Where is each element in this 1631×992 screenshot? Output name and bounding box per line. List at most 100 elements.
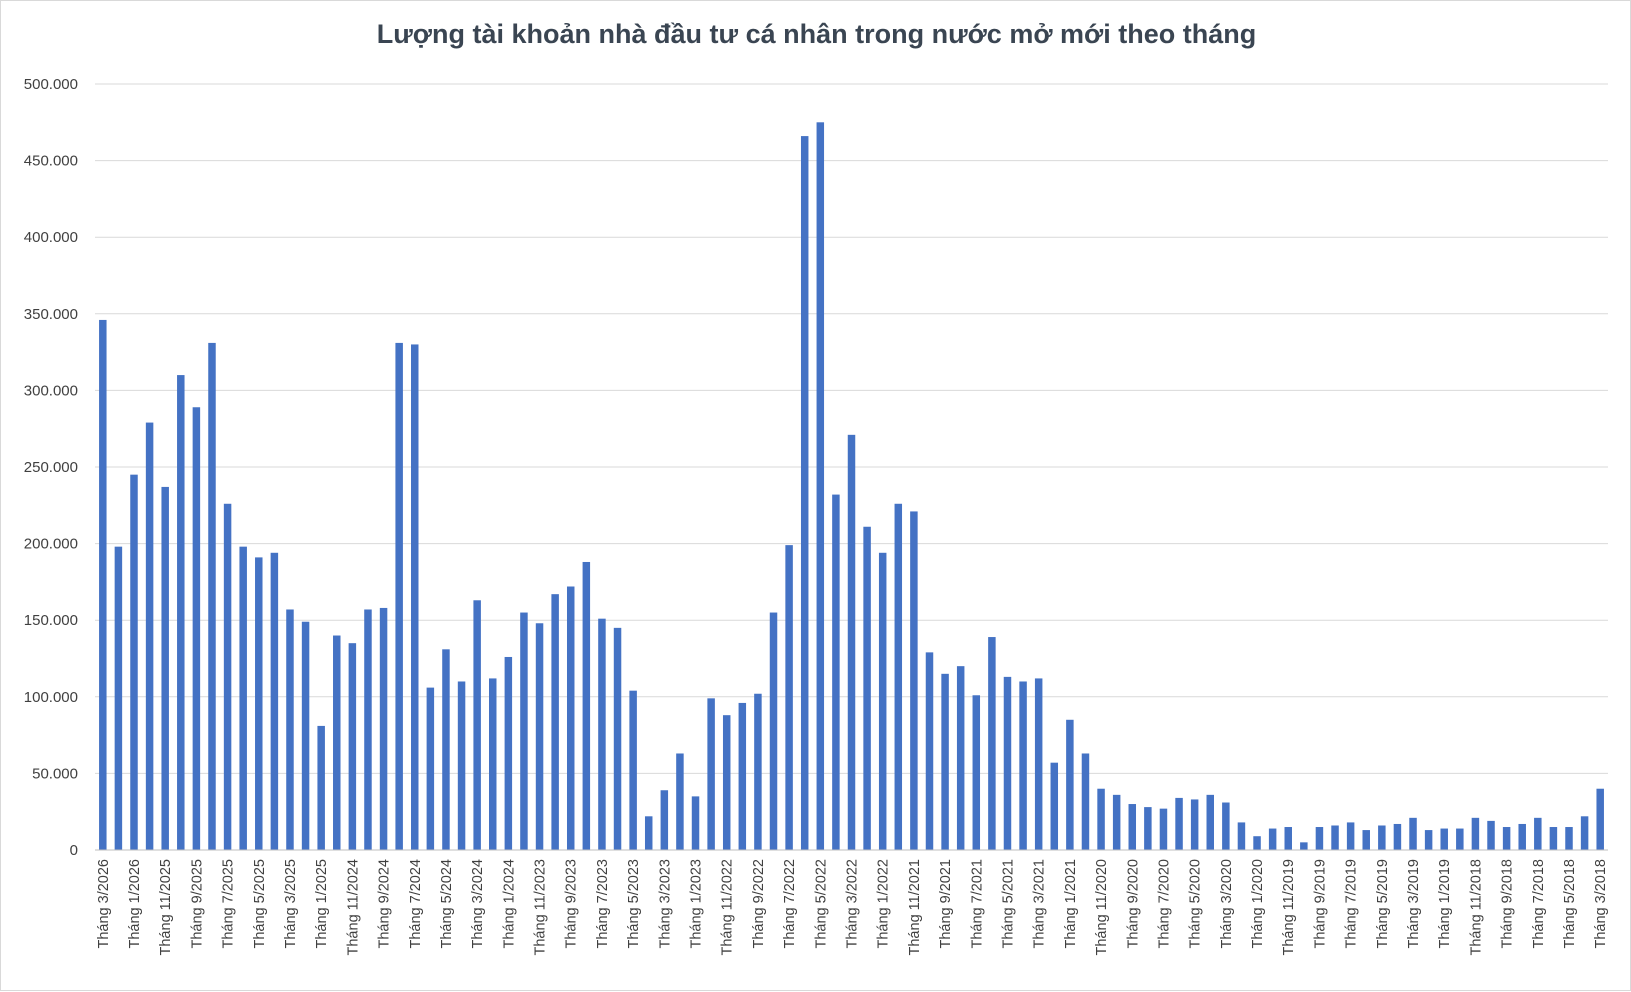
bar: Tháng 5/2022 [816, 122, 825, 851]
bar: Tháng 2/2024 [489, 678, 497, 850]
bar: Tháng 2/2022 [863, 526, 871, 850]
x-category-label: Tháng 5/2021 [1000, 859, 1016, 949]
x-category-label: Tháng 9/2018 [1500, 859, 1516, 949]
x-category-label: Tháng 7/2018 [1531, 859, 1547, 949]
bar: Tháng 7/2020 [1159, 808, 1168, 850]
bar: Tháng 7/2018 [1534, 817, 1542, 850]
y-axis-tick-labels: 0 50.000 100.000 150.000 200.000 250.000 300.0… [24, 76, 78, 859]
bar: Tháng 2/2019 [1424, 830, 1433, 850]
x-category-label: Tháng 9/2023 [564, 859, 580, 949]
x-category-label: Tháng 5/2024 [439, 859, 455, 949]
y-tick-label: 100.000 [24, 689, 78, 706]
y-tick-label: 50.000 [32, 765, 78, 782]
bars: Tháng 3/2026 Tháng 2/2026 Tháng 1/2026 Thán… [99, 122, 1604, 851]
x-category-label: Tháng 3/2020 [1219, 859, 1235, 949]
bar: Tháng 5/2021 [1003, 676, 1012, 850]
bar: Tháng 4/2020 [1206, 794, 1214, 850]
y-tick-label: 400.000 [24, 229, 78, 246]
x-category-label: Tháng 3/2021 [1032, 859, 1048, 949]
bar: Tháng 4/2023 [644, 816, 653, 850]
y-tick-label: 250.000 [24, 459, 78, 476]
bar: Tháng 6/2022 [800, 136, 809, 851]
x-category-label: Tháng 1/2025 [314, 859, 330, 949]
x-category-label: Tháng 9/2024 [377, 859, 393, 949]
x-category-label: Tháng 3/2018 [1593, 859, 1609, 949]
y-tick-label: 200.000 [24, 536, 78, 553]
bar: Tháng 7/2023 [598, 618, 606, 850]
bar: Tháng 10/2022 [738, 702, 747, 850]
bar: Tháng 9/2024 [379, 607, 388, 850]
x-category-label: Tháng 11/2024 [345, 859, 361, 955]
bar: Tháng 11/2021 [910, 511, 918, 850]
x-category-label: Tháng 3/2026 [96, 859, 112, 949]
bar: Tháng 9/2023 [566, 586, 575, 850]
bar: Tháng 11/2020 [1097, 788, 1105, 850]
bar: Tháng 1/2020 [1253, 836, 1261, 850]
y-tick-label: 300.000 [24, 382, 78, 399]
bar: Tháng 1/2021 [1066, 719, 1074, 850]
x-category-label: Tháng 9/2022 [751, 859, 767, 949]
bar: Tháng 1/2026 [130, 474, 138, 850]
bar: Tháng 11/2025 [161, 486, 169, 850]
bar: Tháng 3/2023 [660, 790, 669, 850]
x-category-label: Tháng 7/2020 [1156, 859, 1172, 949]
bar: Tháng 1/2024 [504, 656, 513, 850]
x-category-label: Tháng 11/2018 [1468, 859, 1484, 955]
bar: Tháng 7/2025 [223, 503, 232, 850]
bar: Tháng 2/2020 [1237, 822, 1246, 850]
x-axis-category-labels: Tháng 3/2026 Tháng 1/2026 Tháng 11/2025 Thá… [96, 859, 1609, 955]
bar: Tháng 8/2024 [395, 342, 403, 850]
bar: Tháng 8/2023 [582, 561, 591, 850]
x-category-label: Tháng 11/2019 [1281, 859, 1297, 955]
bar: Tháng 6/2023 [613, 627, 622, 850]
bar: Tháng 7/2024 [411, 344, 419, 850]
bar: Tháng 10/2018 [1487, 820, 1495, 850]
x-category-label: Tháng 7/2024 [408, 859, 424, 949]
x-category-label: Tháng 1/2021 [1063, 859, 1079, 949]
bar: Tháng 11/2018 [1471, 817, 1480, 850]
bar: Tháng 12/2020 [1081, 753, 1090, 850]
bar: Tháng 4/2019 [1393, 823, 1402, 850]
bar: Tháng 3/2020 [1222, 802, 1230, 850]
x-category-label: Tháng 1/2026 [127, 859, 143, 949]
x-category-label: Tháng 5/2018 [1562, 859, 1578, 949]
bar: Tháng 12/2018 [1456, 828, 1464, 850]
bar: Tháng 9/2021 [941, 673, 949, 850]
y-tick-label: 350.000 [24, 306, 78, 323]
bar: Tháng 4/2024 [457, 681, 466, 850]
x-category-label: Tháng 9/2019 [1312, 859, 1328, 949]
bar: Tháng 12/2019 [1268, 828, 1277, 850]
bar: Tháng 4/2025 [270, 552, 279, 850]
bar: Tháng 11/2019 [1284, 827, 1292, 850]
bar: Tháng 11/2023 [535, 623, 544, 850]
bar: Tháng 12/2021 [894, 503, 903, 850]
bar: Tháng 1/2025 [317, 725, 325, 850]
bar: Tháng 3/2018 [1596, 788, 1604, 850]
bar: Tháng 10/2025 [177, 375, 185, 850]
bar: Tháng 6/2018 [1549, 827, 1558, 850]
bar: Tháng 2/2025 [301, 621, 310, 850]
bar: Tháng 7/2021 [972, 695, 981, 850]
bar: Tháng 8/2021 [956, 666, 965, 850]
x-category-label: Tháng 1/2020 [1250, 859, 1266, 949]
bar: Tháng 4/2021 [1019, 681, 1027, 850]
bar: Tháng 1/2023 [691, 796, 700, 850]
bar: Tháng 6/2019 [1362, 830, 1370, 850]
bar: Tháng 10/2024 [364, 609, 372, 850]
bar: Tháng 1/2022 [878, 552, 887, 850]
bar: Tháng 10/2020 [1112, 794, 1121, 850]
x-category-label: Tháng 9/2025 [189, 859, 205, 949]
x-category-label: Tháng 9/2021 [938, 859, 954, 949]
bar: Tháng 9/2019 [1315, 827, 1324, 850]
x-category-label: Tháng 11/2025 [158, 859, 174, 955]
bar: Tháng 7/2019 [1346, 822, 1355, 850]
bar: Tháng 8/2022 [769, 612, 778, 850]
bar: Tháng 8/2018 [1518, 823, 1526, 850]
x-category-label: Tháng 3/2024 [470, 859, 486, 949]
bar: Tháng 5/2020 [1190, 799, 1199, 850]
x-category-label: Tháng 7/2023 [595, 859, 611, 949]
bar: Tháng 6/2021 [988, 637, 996, 850]
x-category-label: Tháng 5/2025 [252, 859, 268, 949]
